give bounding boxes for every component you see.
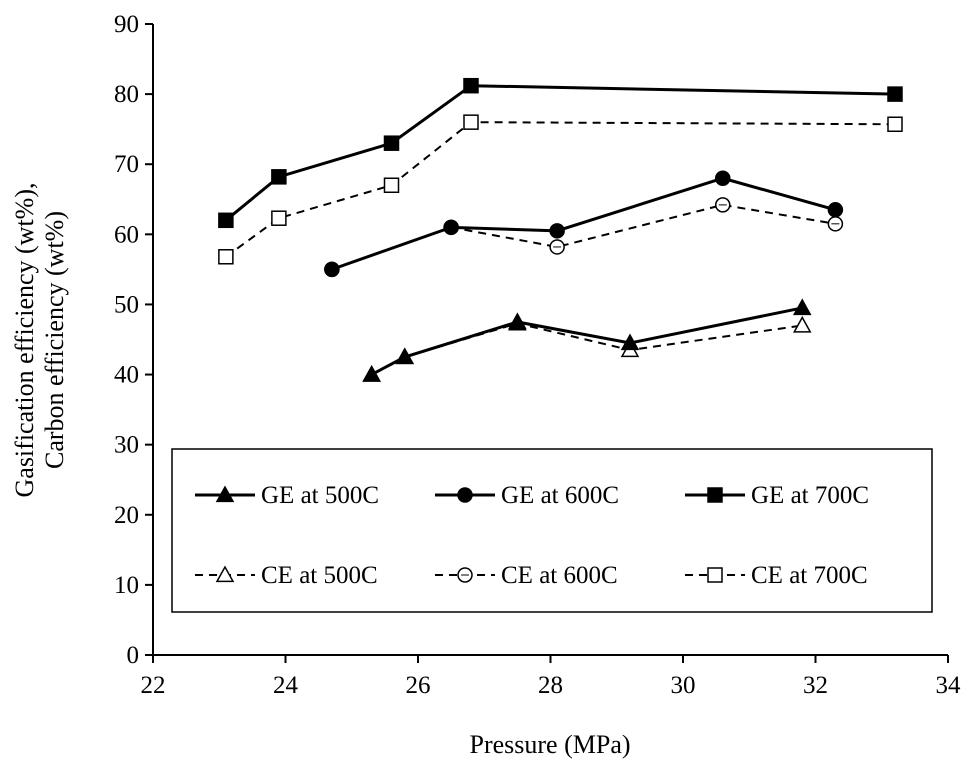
- legend-label-ge-at-500c: GE at 500C: [261, 482, 379, 509]
- legend-label-ce-at-700c: CE at 700C: [751, 562, 868, 589]
- legend-item-ge-at-500c: GE at 500C: [195, 482, 379, 509]
- data-point-ce-at-700c: [271, 210, 287, 226]
- legend-label-ge-at-600c: GE at 600C: [501, 482, 619, 509]
- y-ticks: 0 10 20 30 40 50 60 70 80 90: [114, 11, 153, 669]
- y-tick-label: 50: [114, 291, 139, 318]
- data-point-ce-at-700c: [218, 249, 234, 265]
- data-point-ge-at-700c: [463, 77, 479, 94]
- y-axis-title-line1: Gasification efficiency (wt%),: [10, 183, 39, 498]
- legend-item-ce-at-500c: CE at 500C: [195, 562, 378, 589]
- y-tick-label: 0: [127, 642, 140, 669]
- legend-label-ce-at-600c: CE at 600C: [501, 562, 618, 589]
- y-tick-label: 30: [114, 432, 139, 459]
- data-point-ge-at-700c: [887, 86, 903, 102]
- data-point-ge-at-500c: [395, 347, 415, 365]
- data-point-ge-at-500c: [362, 365, 381, 382]
- data-point-ge-at-600c: [715, 170, 731, 186]
- legend-label-ce-at-500c: CE at 500C: [261, 562, 378, 589]
- legend-marker-ce-at-500c: [215, 565, 235, 583]
- data-point-ge-at-500c: [792, 298, 812, 316]
- legend-marker-ge-at-700c: [707, 487, 723, 503]
- series-line-ge-at-500c: [370, 306, 803, 376]
- legend-item-ge-at-600c: GE at 600C: [435, 482, 619, 509]
- data-point-ce-at-700c: [463, 114, 479, 130]
- data-point-ge-at-700c: [218, 212, 234, 229]
- x-tick-label: 34: [936, 672, 962, 699]
- legend-marker-ge-at-500c: [215, 485, 235, 503]
- series-line-ge-at-700c: [224, 84, 896, 222]
- legend-label-ge-at-700c: GE at 700C: [751, 482, 869, 509]
- y-tick-label: 70: [114, 151, 139, 178]
- data-point-ge-at-600c: [324, 261, 340, 278]
- data-point-ge-at-600c: [443, 219, 459, 236]
- series-ge-at-600c: [324, 170, 844, 278]
- data-point-ge-at-500c: [620, 333, 640, 351]
- x-tick-label: 22: [141, 672, 166, 699]
- data-point-ce-at-700c: [383, 177, 400, 194]
- series-ce-at-700c: [218, 114, 903, 265]
- series-ge-at-700c: [218, 77, 903, 229]
- series-line-ge-at-600c: [331, 176, 836, 271]
- x-tick-label: 30: [671, 672, 696, 699]
- y-tick-label: 10: [114, 572, 139, 599]
- data-point-ge-at-600c: [827, 202, 844, 218]
- y-axis-title-line2: Carbon efficiency (wt%): [40, 211, 69, 469]
- legend-box: [171, 448, 933, 613]
- legend-marker-ge-at-600c: [457, 487, 473, 503]
- x-tick-label: 28: [538, 672, 563, 699]
- data-point-ge-at-700c: [383, 135, 400, 151]
- series-ge-at-500c: [362, 298, 812, 382]
- x-axis-title: Pressure (MPa): [469, 730, 630, 759]
- data-point-ce-at-500c: [792, 315, 812, 333]
- legend-item-ge-at-700c: GE at 700C: [685, 482, 869, 509]
- y-tick-label: 60: [114, 221, 139, 248]
- data-point-ge-at-600c: [549, 223, 565, 239]
- data-point-ge-at-700c: [271, 169, 287, 185]
- legend-item-ce-at-700c: CE at 700C: [685, 562, 868, 589]
- series-line-ce-at-600c: [331, 203, 836, 271]
- legend-marker-ce-at-700c: [707, 567, 723, 583]
- series-ce-at-600c: [324, 197, 844, 278]
- x-tick-label: 32: [803, 672, 828, 699]
- x-tick-label: 26: [406, 672, 431, 699]
- y-tick-label: 80: [114, 81, 139, 108]
- y-tick-label: 20: [114, 502, 139, 529]
- x-ticks: 22 24 26 28 30 32 34: [141, 655, 962, 699]
- data-point-ge-at-500c: [508, 312, 527, 330]
- y-tick-label: 90: [114, 11, 139, 38]
- series-line-ce-at-500c: [371, 322, 803, 376]
- x-tick-label: 24: [273, 672, 299, 699]
- y-tick-label: 40: [114, 362, 139, 389]
- legend: GE at 500C GE at 600C GE at 700C CE at 500C…: [171, 448, 933, 613]
- data-point-ce-at-700c: [887, 116, 903, 133]
- legend-item-ce-at-600c: CE at 600C: [435, 562, 618, 589]
- series-group: [218, 77, 903, 382]
